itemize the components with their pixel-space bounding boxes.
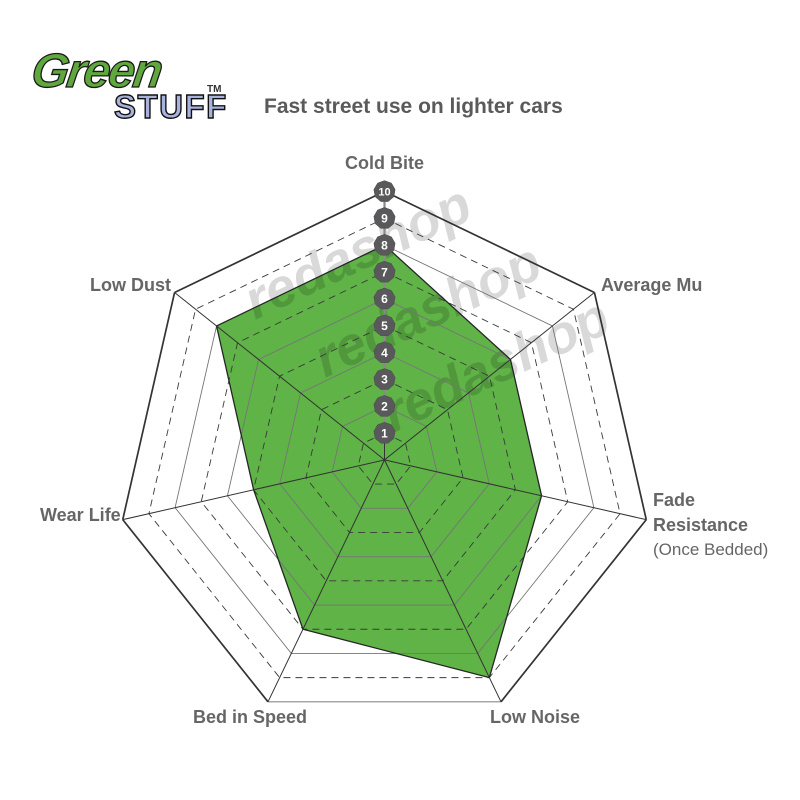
svg-text:9: 9 — [381, 212, 388, 226]
svg-text:2: 2 — [381, 400, 388, 414]
svg-text:5: 5 — [381, 319, 388, 333]
svg-text:3: 3 — [381, 373, 388, 387]
svg-text:4: 4 — [381, 346, 388, 360]
svg-text:8: 8 — [381, 238, 388, 252]
svg-text:6: 6 — [381, 292, 388, 306]
svg-text:10: 10 — [378, 187, 390, 199]
svg-text:1: 1 — [381, 426, 388, 440]
svg-text:7: 7 — [381, 265, 388, 279]
